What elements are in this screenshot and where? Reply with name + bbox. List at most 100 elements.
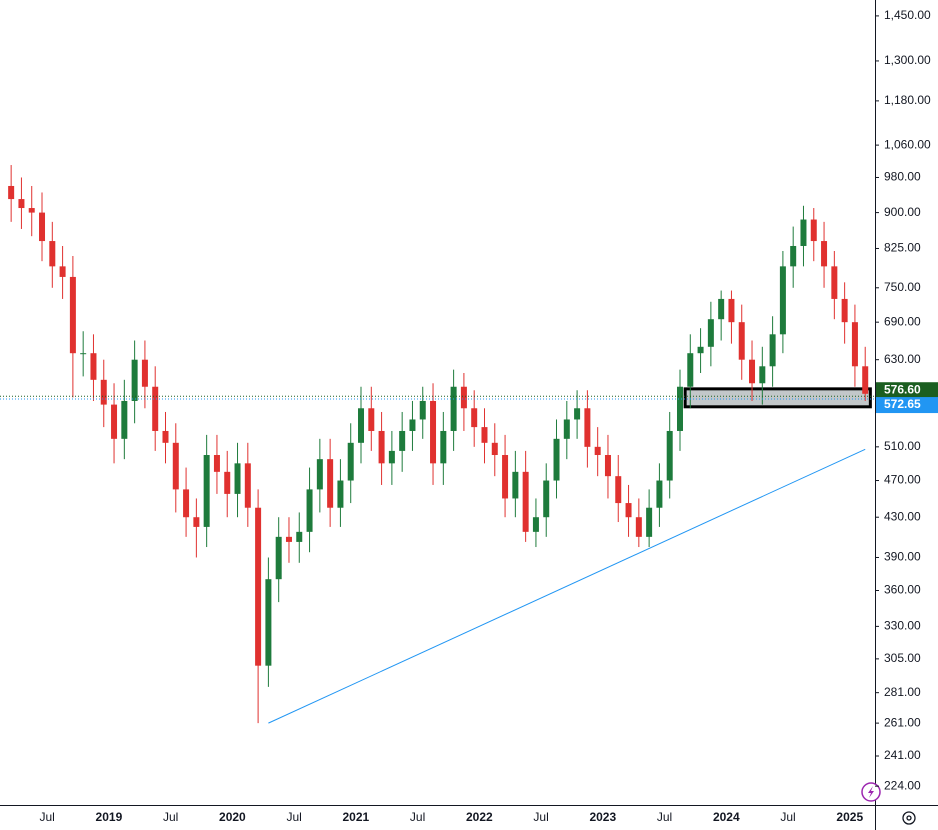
y-tick-label: 360.00 [884,583,921,597]
x-tick-label: Jul [657,810,672,824]
candle-body [450,386,457,431]
candle-body [358,408,365,443]
candle-body [213,455,220,472]
y-tick-label: 980.00 [884,170,921,184]
candle-body [563,419,570,439]
candle-body [100,379,107,405]
candle-body [183,489,190,518]
candle-body [80,353,87,355]
y-tick-label: 261.00 [884,715,921,729]
y-tick-label: 825.00 [884,241,921,255]
candle-body [553,438,560,481]
candle-body [522,471,529,532]
candle-body [851,322,858,367]
candle-body [779,266,786,335]
candle-body [738,322,745,360]
x-tick-label: Jul [39,810,54,824]
candle-body [111,404,118,439]
candle-body [49,241,56,267]
candle-body [831,266,838,299]
x-tick-label: 2025 [836,810,863,824]
candle-body [8,185,15,200]
candle-body [707,319,714,347]
candle-body [635,517,642,537]
candle-body [512,471,519,499]
candle-body [676,386,683,431]
candle-body [810,219,817,242]
candle-body [337,480,344,508]
candle-body [574,408,581,420]
candle-body [121,400,128,439]
candle-body [368,408,375,431]
candle-body [18,199,25,209]
candle-body [141,359,148,387]
candle-body [172,442,179,490]
candle-body [255,507,262,666]
candle-body [697,346,704,354]
candle-body [656,480,663,508]
candle-body [800,219,807,246]
candle-body [152,386,159,431]
settings-ring [902,811,916,825]
candle-body [481,427,488,443]
y-tick-label: 750.00 [884,280,921,294]
support-zone [683,387,872,409]
y-tick-label: 281.00 [884,685,921,699]
y-tick-label: 1,300.00 [884,53,931,67]
settings-icon[interactable] [902,811,916,825]
y-tick-label: 1,450.00 [884,8,931,22]
candle-body [399,430,406,451]
candle-body [244,463,251,508]
candle-body [532,517,539,532]
candle-body [39,212,46,242]
candle-body [491,442,498,456]
candle-body [234,463,241,494]
price-line-label-bg [876,397,938,414]
candle-body [430,400,437,464]
candle-body [718,298,725,320]
candle-body [594,446,601,456]
candle-body [821,241,828,267]
alert-icon[interactable] [861,782,881,802]
x-tick-label: 2021 [343,810,370,824]
y-tick-label: 1,180.00 [884,93,931,107]
candle-body [285,536,292,542]
candle-body [460,386,467,409]
y-tick-label: 330.00 [884,619,921,633]
candle-body [265,579,272,666]
candle-body [769,334,776,367]
x-tick-label: Jul [780,810,795,824]
y-tick-label: 305.00 [884,651,921,665]
x-tick-label: 2019 [96,810,123,824]
candle-body [224,471,231,494]
y-tick-label: 1,060.00 [884,137,931,151]
candle-body [378,430,385,464]
candle-body [347,442,354,481]
candle-body [759,366,766,384]
candle-body [419,400,426,420]
y-tick-label: 690.00 [884,314,921,328]
candle-body [471,408,478,428]
candle-body [687,353,694,387]
candle-body [646,507,653,537]
x-tick-label: 2024 [713,810,740,824]
candle-body [440,430,447,464]
x-tick-label: 2020 [219,810,246,824]
candle-body [543,480,550,518]
candle-body [59,266,66,277]
y-tick-label: 430.00 [884,509,921,523]
x-tick-label: Jul [286,810,301,824]
candle-body [584,408,591,447]
candle-body [306,489,313,532]
trendline [268,448,866,724]
candle-body [90,353,97,380]
price-line-label: 572.65 [884,397,921,411]
y-tick-label: 390.00 [884,550,921,564]
settings-hub [906,815,912,821]
candle-body [502,455,509,499]
candle-body [316,459,323,490]
candle-body [275,536,282,580]
candle-body [790,245,797,267]
y-tick-label: 470.00 [884,473,921,487]
